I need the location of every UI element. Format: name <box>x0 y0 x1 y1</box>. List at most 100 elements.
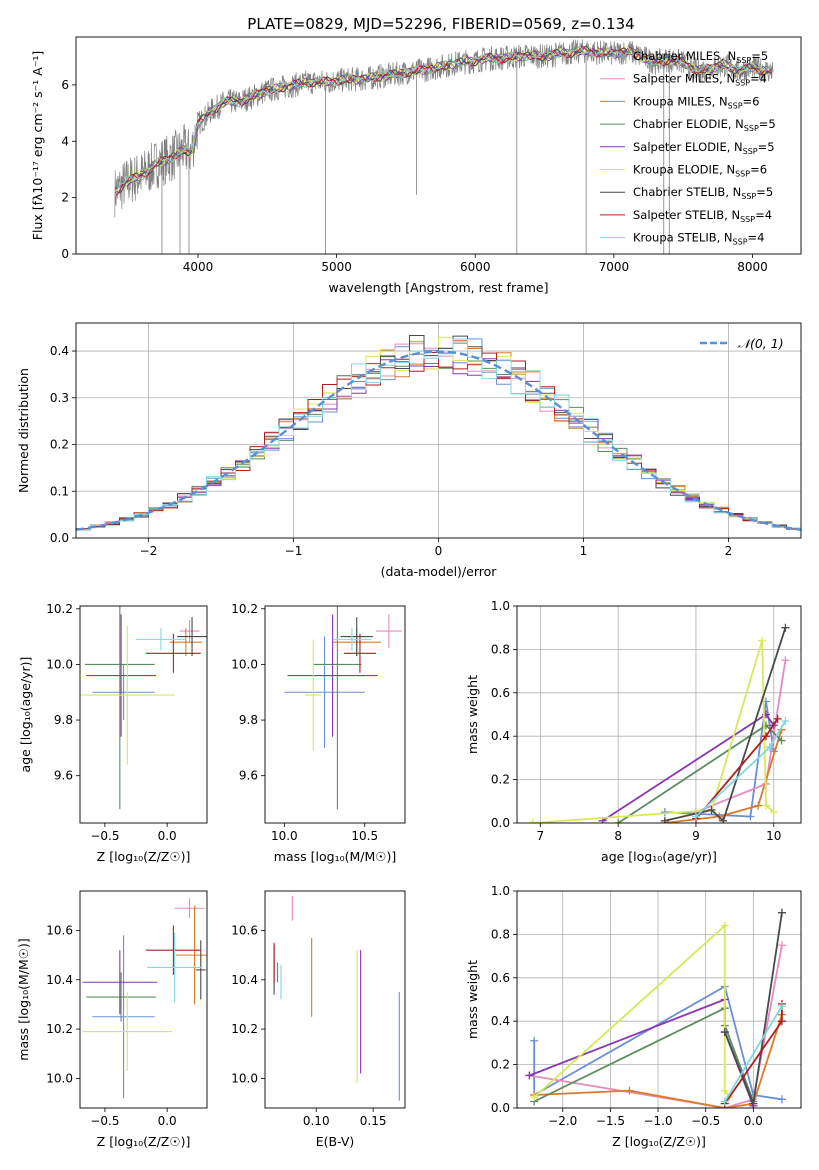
spectrum-xtick-label: 7000 <box>599 260 630 274</box>
residuals-legend-label: 𝒩(0, 1) <box>738 336 784 351</box>
residuals-xtick-label: −1 <box>285 544 303 558</box>
mass-vs-Z-xtick-label: 0.0 <box>158 1114 177 1128</box>
series-kroupa-stelib <box>724 1005 783 1102</box>
age-vs-mass-ytick-label: 9.8 <box>239 713 258 727</box>
series-point <box>761 732 770 741</box>
mass-vs-EBV-ytick-label: 10.6 <box>231 923 258 937</box>
age-vs-Z-plot-area <box>80 606 207 810</box>
mass-vs-EBV-xtick-label: 0.10 <box>303 1114 330 1128</box>
spectrum-xtick-label: 5000 <box>321 260 352 274</box>
spectrum-xtick-label: 6000 <box>460 260 491 274</box>
series-point <box>746 812 755 821</box>
age-vs-mass-xlabel: mass [log₁₀(M/M☉)] <box>274 849 396 864</box>
series-point <box>761 801 770 810</box>
mass-vs-Z-panel: −0.5 0.0 10.0 10.2 10.4 10.6 Z [log₁₀(Z/Z☉)] ma… <box>16 890 208 1149</box>
spectrum-panel: 4000 5000 6000 7000 8000 0 2 4 6 wavelength [Angs… <box>30 36 802 295</box>
series-point <box>777 1095 786 1104</box>
mw-vs-Z-ytick-label: 0.2 <box>491 1058 510 1072</box>
age-vs-Z-ytick-label: 10.2 <box>46 602 73 616</box>
age-vs-Z-xtick-label: 0.0 <box>158 829 177 843</box>
spectrum-legend-entry: Salpeter ELODIE, NSSP=5 <box>633 140 775 156</box>
series-point <box>777 941 786 950</box>
series-point <box>720 1097 729 1106</box>
mw-vs-age-xtick-label: 9 <box>692 829 700 843</box>
series-point <box>777 908 786 917</box>
spectrum-xlabel: wavelength [Angstrom, rest frame] <box>328 280 548 295</box>
residuals-xtick-label: 1 <box>580 544 588 558</box>
series-point <box>769 808 778 817</box>
normal-curve <box>76 350 801 531</box>
figure-title: PLATE=0829, MJD=52296, FIBERID=0569, z=0… <box>247 15 634 33</box>
spectrum-legend-entry: Chabrier STELIB, NSSP=5 <box>633 185 773 201</box>
mass-vs-Z-xtick-label: −0.5 <box>90 1114 119 1128</box>
age-vs-mass-ytick-label: 10.2 <box>231 602 258 616</box>
mass-vs-Z-frame <box>79 890 208 1109</box>
mw-vs-age-ytick-label: 1.0 <box>491 599 510 613</box>
series-point <box>614 819 623 823</box>
mass-vs-EBV-xtick-label: 0.15 <box>360 1114 387 1128</box>
age-vs-Z-ytick-label: 10.0 <box>46 657 73 671</box>
mass-vs-Z-ytick-label: 10.0 <box>46 1071 73 1085</box>
spectrum-legend-entry: Kroupa ELODIE, NSSP=6 <box>633 163 767 179</box>
mw-vs-Z-panel: −2.0 −1.5 −1.0 −0.5 0.0 0.0 0.2 0.4 0.6 0.8 1.0 Z [… <box>465 884 802 1149</box>
mw-vs-Z-ytick-label: 0.6 <box>491 971 510 985</box>
series-point <box>777 736 786 745</box>
age-vs-Z-frame <box>79 605 208 824</box>
series-point <box>777 1002 786 1011</box>
model-spectrum-kroupa-stelib <box>114 46 772 196</box>
mw-vs-Z-ylabel: mass weight <box>465 960 480 1039</box>
mw-vs-age-panel: 7 8 9 10 0.0 0.2 0.4 0.6 0.8 1.0 age [log₁₀(age/yr… <box>465 599 802 864</box>
series-point <box>754 801 763 810</box>
mass-vs-Z-ytick-label: 10.6 <box>46 923 73 937</box>
residuals-ytick-label: 0.3 <box>50 391 69 405</box>
series-chabrier-elodie <box>533 1006 755 1103</box>
series-point <box>530 1036 539 1045</box>
mw-vs-Z-xtick-label: −0.5 <box>691 1114 720 1128</box>
spectrum-legend-entry: Salpeter STELIB, NSSP=4 <box>633 208 772 224</box>
mass-vs-EBV-xlabel: E(B-V) <box>316 1134 355 1149</box>
residuals-frame <box>75 322 802 539</box>
mass-vs-EBV-plot-area <box>273 895 400 1101</box>
series-point <box>707 805 716 814</box>
age-vs-Z-ylabel: age [log₁₀(age/yr)] <box>18 657 33 773</box>
mass-vs-EBV-ytick-label: 10.4 <box>231 973 258 987</box>
residuals-xtick-label: 0 <box>435 544 443 558</box>
spectrum-ylabel: Flux [fλ10⁻¹⁷ erg cm⁻² s⁻¹ A⁻¹] <box>30 51 45 240</box>
series-chabrier-stelib <box>664 627 787 823</box>
mw-vs-Z-xtick-label: −1.5 <box>596 1114 625 1128</box>
age-vs-mass-ytick-label: 10.0 <box>231 657 258 671</box>
mass-vs-Z-ylabel: mass [log₁₀(M/M☉)] <box>16 938 31 1060</box>
mw-vs-age-frame <box>516 605 802 824</box>
series-kroupa-miles <box>664 729 783 823</box>
spectrum-legend-entry: Salpeter MILES, NSSP=4 <box>633 72 767 88</box>
mass-vs-Z-xlabel: Z [log₁₀(Z/Z☉)] <box>97 1134 191 1149</box>
model-spectrum-salpeter-elodie <box>114 46 773 190</box>
age-vs-mass-frame <box>264 605 406 824</box>
mw-vs-Z-xtick-label: −1.0 <box>643 1114 672 1128</box>
mw-vs-age-xtick-label: 7 <box>537 829 545 843</box>
mw-vs-age-ytick-label: 0.6 <box>491 686 510 700</box>
mw-vs-age-ylabel: mass weight <box>465 675 480 754</box>
age-vs-mass-xtick-label: 10.5 <box>351 829 378 843</box>
series-kroupa-miles <box>534 1014 783 1108</box>
mw-vs-age-ytick-label: 0.2 <box>491 773 510 787</box>
age-vs-Z-ytick-label: 9.6 <box>54 769 73 783</box>
mw-vs-Z-plot-area <box>517 891 801 1108</box>
series-point <box>719 816 728 823</box>
residuals-panel: −2 −1 0 1 2 0.0 0.1 0.2 0.3 0.4 (data-model)/error… <box>16 322 802 579</box>
mw-vs-Z-ytick-label: 1.0 <box>491 884 510 898</box>
series-point <box>720 921 729 930</box>
age-vs-mass-xtick-label: 10.0 <box>271 829 298 843</box>
mass-vs-EBV-ytick-label: 10.2 <box>231 1022 258 1036</box>
spectrum-plot-area <box>114 39 774 254</box>
mw-vs-Z-ytick-label: 0.8 <box>491 927 510 941</box>
spectrum-legend-entry: Chabrier ELODIE, NSSP=5 <box>633 117 776 133</box>
series-point <box>525 1071 534 1080</box>
residuals-ytick-label: 0.2 <box>50 438 69 452</box>
series-point <box>758 636 767 645</box>
mass-vs-EBV-panel: 0.10 0.15 10.0 10.2 10.4 10.6 E(B-V) <box>231 890 406 1149</box>
residuals-ytick-label: 0.1 <box>50 484 69 498</box>
spectrum-ytick-label: 6 <box>61 78 69 92</box>
spectrum-ytick-label: 0 <box>61 247 69 261</box>
